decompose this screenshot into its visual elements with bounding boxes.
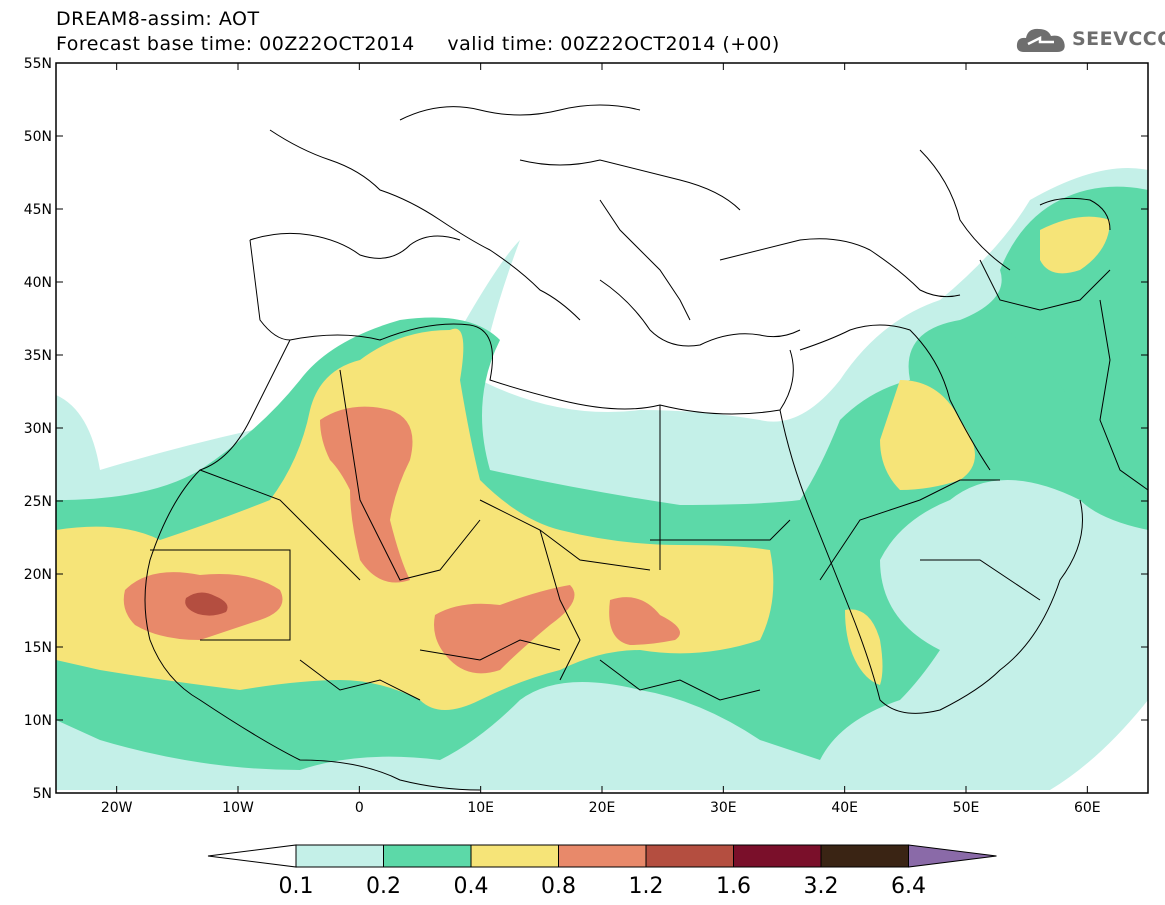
colorbar-box — [820, 844, 909, 868]
lon-tick-label: 20W — [101, 800, 133, 816]
lat-tick-label: 10N — [24, 713, 52, 729]
lat-tick-label: 50N — [24, 129, 52, 145]
title-line-2: Forecast base time: 00Z22OCT2014 valid t… — [56, 33, 780, 55]
colorbar-box — [295, 844, 384, 868]
colorbar-level-label: 0.2 — [366, 874, 401, 899]
lat-tick-label: 35N — [24, 348, 52, 364]
aot-band-red — [185, 592, 228, 616]
axis-ticks: 20W 10W 0 10E 20E 30E 40E 50E 60E 55N 50N 45N 40N 35N… — [24, 56, 1148, 816]
colorbar-level-label: 1.2 — [629, 874, 664, 899]
lon-tick-label: 50E — [953, 800, 980, 816]
lon-tick-label: 10E — [467, 800, 494, 816]
lat-tick-label: 25N — [24, 494, 52, 510]
lat-tick-label: 45N — [24, 202, 52, 218]
lat-tick-label: 20N — [24, 567, 52, 583]
seevccc-logo: SEEVCCC — [1016, 22, 1165, 56]
lon-tick-label: 30E — [710, 800, 737, 816]
lon-tick-label: 60E — [1074, 800, 1101, 816]
logo-text: SEEVCCC — [1072, 28, 1165, 50]
colorbar-level-label: 6.4 — [891, 874, 926, 899]
colorbar-over-triangle — [908, 844, 997, 868]
title-line-1: DREAM8-assim: AOT — [56, 8, 260, 30]
lat-tick-label: 55N — [24, 56, 52, 72]
colorbar-box — [558, 844, 647, 868]
lat-tick-label: 30N — [24, 421, 52, 437]
aot-field — [56, 168, 1148, 790]
lon-tick-label: 0 — [355, 800, 364, 816]
lon-tick-label: 20E — [589, 800, 616, 816]
colorbar: 0.1 0.2 0.4 0.8 1.2 1.6 3.2 6.4 — [207, 844, 997, 899]
lon-tick-label: 40E — [831, 800, 858, 816]
lat-tick-label: 5N — [33, 786, 52, 802]
colorbar-box — [470, 844, 559, 868]
colorbar-box — [383, 844, 472, 868]
colorbar-box — [733, 844, 822, 868]
colorbar-box — [645, 844, 734, 868]
lon-tick-label: 10W — [222, 800, 254, 816]
coastlines — [144, 104, 1148, 791]
colorbar-level-label: 0.4 — [454, 874, 489, 899]
colorbar-level-label: 1.6 — [716, 874, 751, 899]
cloud-icon — [1016, 28, 1065, 52]
colorbar-level-label: 3.2 — [804, 874, 839, 899]
colorbar-level-label: 0.1 — [279, 874, 314, 899]
lat-tick-label: 15N — [24, 640, 52, 656]
colorbar-level-label: 0.8 — [541, 874, 576, 899]
colorbar-under-triangle — [207, 844, 297, 868]
lat-tick-label: 40N — [24, 275, 52, 291]
